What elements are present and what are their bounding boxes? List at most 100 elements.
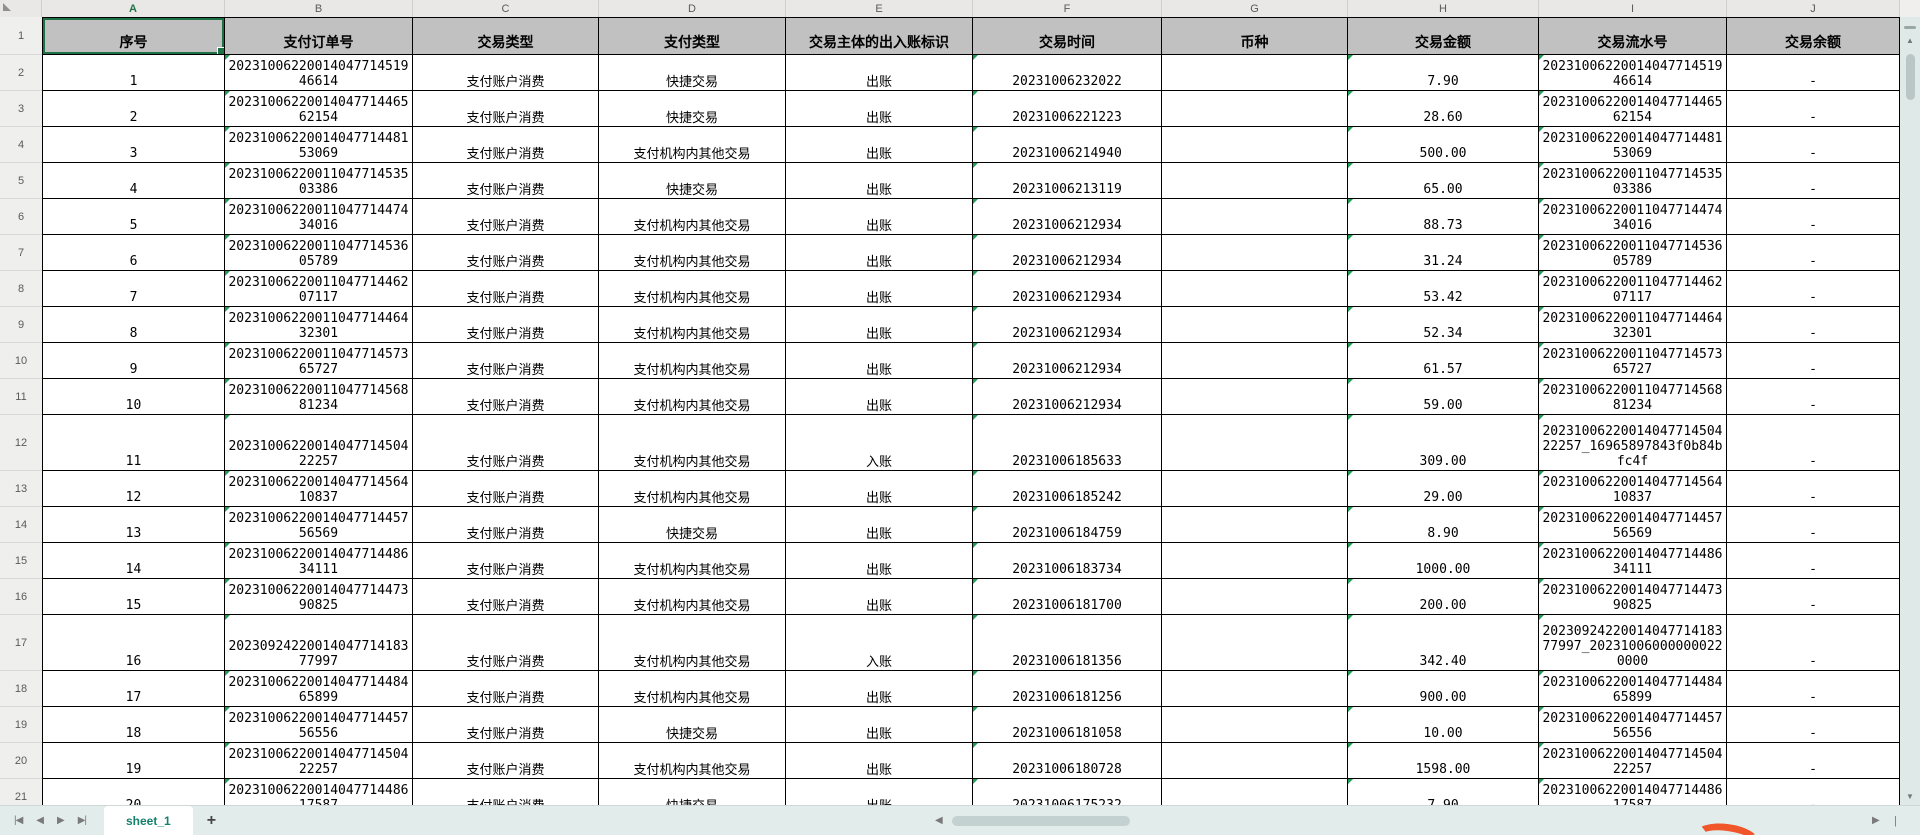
cell-D21[interactable]: 快捷交易: [599, 779, 786, 805]
row-number-5[interactable]: 5: [0, 163, 42, 199]
row-number-15[interactable]: 15: [0, 543, 42, 579]
prev-sheet-icon[interactable]: ◀: [36, 815, 44, 826]
cell-E2[interactable]: 出账: [786, 55, 973, 91]
cell-F19[interactable]: 20231006181058: [973, 707, 1162, 743]
row-number-9[interactable]: 9: [0, 307, 42, 343]
cell-F2[interactable]: 20231006232022: [973, 55, 1162, 91]
cell-F21[interactable]: 20231006175232: [973, 779, 1162, 805]
row-number-17[interactable]: 17: [0, 615, 42, 671]
cell-E15[interactable]: 出账: [786, 543, 973, 579]
last-sheet-icon[interactable]: ▶|: [77, 815, 87, 826]
row-number-11[interactable]: 11: [0, 379, 42, 415]
cell-B6[interactable]: 2023100622001104771447434016: [225, 199, 413, 235]
column-header-D[interactable]: D: [599, 0, 786, 17]
cell-H8[interactable]: 53.42: [1348, 271, 1539, 307]
cell-F6[interactable]: 20231006212934: [973, 199, 1162, 235]
cell-H16[interactable]: 200.00: [1348, 579, 1539, 615]
cell-D1[interactable]: 支付类型: [599, 17, 786, 55]
cell-C1[interactable]: 交易类型: [413, 17, 599, 55]
row-number-1[interactable]: 1: [0, 17, 42, 55]
cell-B7[interactable]: 2023100622001104771453605789: [225, 235, 413, 271]
cell-J20[interactable]: -: [1727, 743, 1900, 779]
cell-A16[interactable]: 15: [42, 579, 225, 615]
cell-J6[interactable]: -: [1727, 199, 1900, 235]
cell-B8[interactable]: 2023100622001104771446207117: [225, 271, 413, 307]
cell-J11[interactable]: -: [1727, 379, 1900, 415]
cell-D19[interactable]: 快捷交易: [599, 707, 786, 743]
cell-D4[interactable]: 支付机构内其他交易: [599, 127, 786, 163]
cell-E19[interactable]: 出账: [786, 707, 973, 743]
cell-A1[interactable]: 序号: [42, 17, 225, 55]
cell-H18[interactable]: 900.00: [1348, 671, 1539, 707]
column-header-H[interactable]: H: [1348, 0, 1539, 17]
cell-A13[interactable]: 12: [42, 471, 225, 507]
cell-B14[interactable]: 2023100622001404771445756569: [225, 507, 413, 543]
cell-G16[interactable]: [1162, 579, 1348, 615]
cell-I12[interactable]: 2023100622001404771450422257_16965897843…: [1539, 415, 1727, 471]
cell-H3[interactable]: 28.60: [1348, 91, 1539, 127]
cell-I7[interactable]: 2023100622001104771453605789: [1539, 235, 1727, 271]
cell-G5[interactable]: [1162, 163, 1348, 199]
cell-E7[interactable]: 出账: [786, 235, 973, 271]
cell-C11[interactable]: 支付账户消费: [413, 379, 599, 415]
cell-G4[interactable]: [1162, 127, 1348, 163]
cell-E18[interactable]: 出账: [786, 671, 973, 707]
cell-A21[interactable]: 20: [42, 779, 225, 805]
column-header-I[interactable]: I: [1539, 0, 1727, 17]
cell-H19[interactable]: 10.00: [1348, 707, 1539, 743]
cell-F4[interactable]: 20231006214940: [973, 127, 1162, 163]
cell-I16[interactable]: 2023100622001404771447390825: [1539, 579, 1727, 615]
row-number-4[interactable]: 4: [0, 127, 42, 163]
cell-E8[interactable]: 出账: [786, 271, 973, 307]
cell-D2[interactable]: 快捷交易: [599, 55, 786, 91]
row-number-19[interactable]: 19: [0, 707, 42, 743]
vertical-scroll-thumb[interactable]: [1905, 54, 1915, 100]
cell-J4[interactable]: -: [1727, 127, 1900, 163]
split-handle[interactable]: [1904, 26, 1916, 29]
cell-A14[interactable]: 13: [42, 507, 225, 543]
cell-I13[interactable]: 2023100622001404771456410837: [1539, 471, 1727, 507]
cell-A17[interactable]: 16: [42, 615, 225, 671]
cell-H6[interactable]: 88.73: [1348, 199, 1539, 235]
cell-I11[interactable]: 2023100622001104771456881234: [1539, 379, 1727, 415]
cell-J9[interactable]: -: [1727, 307, 1900, 343]
cell-D18[interactable]: 支付机构内其他交易: [599, 671, 786, 707]
cell-B20[interactable]: 2023100622001404771450422257: [225, 743, 413, 779]
cell-D11[interactable]: 支付机构内其他交易: [599, 379, 786, 415]
cell-I3[interactable]: 2023100622001404771446562154: [1539, 91, 1727, 127]
cell-C10[interactable]: 支付账户消费: [413, 343, 599, 379]
cell-C17[interactable]: 支付账户消费: [413, 615, 599, 671]
cell-E9[interactable]: 出账: [786, 307, 973, 343]
cell-D8[interactable]: 支付机构内其他交易: [599, 271, 786, 307]
cell-B3[interactable]: 2023100622001404771446562154: [225, 91, 413, 127]
cell-C18[interactable]: 支付账户消费: [413, 671, 599, 707]
cell-E4[interactable]: 出账: [786, 127, 973, 163]
row-number-8[interactable]: 8: [0, 271, 42, 307]
cell-I21[interactable]: 2023100622001404771448617587: [1539, 779, 1727, 805]
cell-G2[interactable]: [1162, 55, 1348, 91]
cell-C14[interactable]: 支付账户消费: [413, 507, 599, 543]
cell-C8[interactable]: 支付账户消费: [413, 271, 599, 307]
cell-J13[interactable]: -: [1727, 471, 1900, 507]
cell-D12[interactable]: 支付机构内其他交易: [599, 415, 786, 471]
cell-H21[interactable]: 7.90: [1348, 779, 1539, 805]
cell-G9[interactable]: [1162, 307, 1348, 343]
column-header-J[interactable]: J: [1727, 0, 1900, 17]
column-header-F[interactable]: F: [973, 0, 1162, 17]
cell-B15[interactable]: 2023100622001404771448634111: [225, 543, 413, 579]
cell-E13[interactable]: 出账: [786, 471, 973, 507]
row-number-14[interactable]: 14: [0, 507, 42, 543]
row-number-12[interactable]: 12: [0, 415, 42, 471]
cell-A9[interactable]: 8: [42, 307, 225, 343]
row-number-10[interactable]: 10: [0, 343, 42, 379]
cell-H17[interactable]: 342.40: [1348, 615, 1539, 671]
cell-G17[interactable]: [1162, 615, 1348, 671]
cell-F7[interactable]: 20231006212934: [973, 235, 1162, 271]
next-sheet-icon[interactable]: ▶: [57, 815, 65, 826]
cell-G6[interactable]: [1162, 199, 1348, 235]
cell-C5[interactable]: 支付账户消费: [413, 163, 599, 199]
cell-G10[interactable]: [1162, 343, 1348, 379]
sheet-tab[interactable]: sheet_1: [104, 805, 193, 835]
cell-E6[interactable]: 出账: [786, 199, 973, 235]
row-number-16[interactable]: 16: [0, 579, 42, 615]
